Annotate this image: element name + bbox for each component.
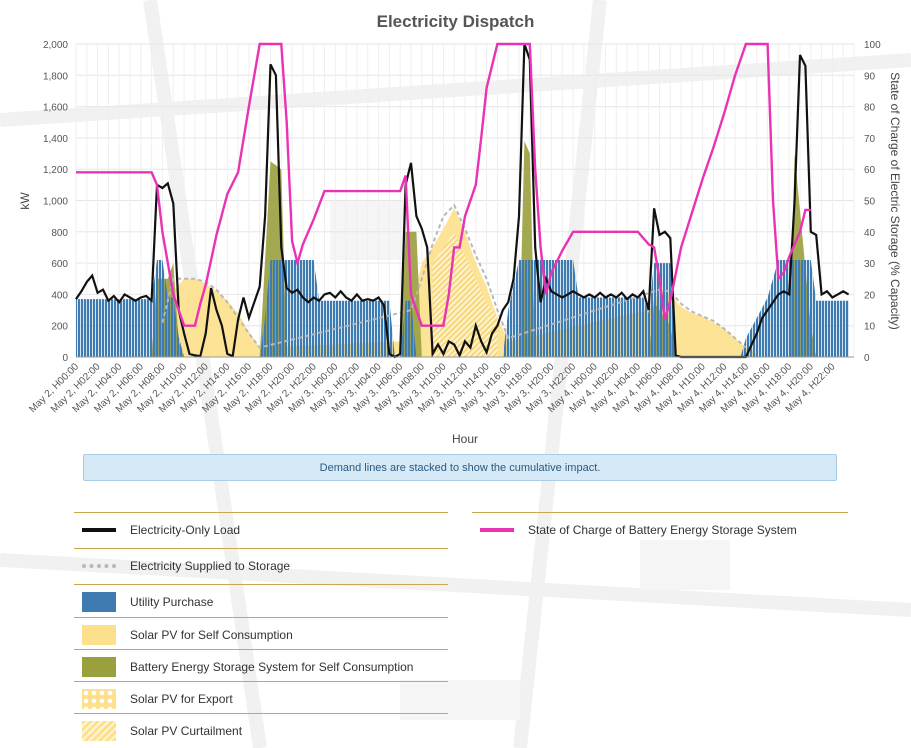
legend-export[interactable]: Solar PV for Export	[74, 681, 448, 716]
legend-curtail[interactable]: Solar PV Curtailment	[74, 713, 448, 748]
y2-tick-label: 100	[864, 40, 881, 51]
y-tick-label: 800	[51, 228, 68, 239]
legend-swatch-storage	[82, 564, 116, 568]
axes: 02004006008001,0001,2001,4001,6001,8002,…	[27, 40, 881, 415]
info-note: Demand lines are stacked to show the cum…	[83, 454, 837, 481]
chart-title: Electricity Dispatch	[376, 12, 535, 31]
y-tick-label: 200	[51, 322, 68, 333]
legend-label-soc: State of Charge of Battery Energy Storag…	[528, 523, 797, 537]
line-storage	[161, 203, 747, 349]
legend-swatch-battery	[82, 657, 116, 677]
legend-swatch-solar-self	[82, 625, 116, 645]
y2-tick-label: 10	[864, 322, 876, 333]
legend-label-curtail: Solar PV Curtailment	[130, 724, 243, 738]
areas	[76, 141, 849, 357]
y-tick-label: 1,800	[43, 71, 68, 82]
legend-label-storage: Electricity Supplied to Storage	[130, 559, 291, 573]
legend-label-solar-self: Solar PV for Self Consumption	[130, 628, 293, 642]
legend-swatch-soc	[480, 528, 514, 532]
y2-tick-label: 80	[864, 103, 876, 114]
legend-label-load: Electricity-Only Load	[130, 523, 241, 537]
legend-soc[interactable]: State of Charge of Battery Energy Storag…	[472, 512, 848, 547]
y2-tick-label: 0	[864, 353, 870, 364]
y-axis-label: kW	[18, 192, 32, 210]
y2-tick-label: 40	[864, 228, 876, 239]
y-tick-label: 0	[62, 353, 68, 364]
y2-axis-label: State of Charge of Electric Storage (% C…	[888, 72, 902, 329]
y-tick-label: 1,600	[43, 103, 68, 114]
y2-tick-label: 30	[864, 259, 876, 270]
legend-storage[interactable]: Electricity Supplied to Storage	[74, 548, 448, 583]
legend-solar-self[interactable]: Solar PV for Self Consumption	[74, 617, 448, 652]
line-soc	[76, 42, 811, 327]
y-tick-label: 1,400	[43, 134, 68, 145]
y2-tick-label: 60	[864, 165, 876, 176]
y-tick-label: 400	[51, 290, 68, 301]
y2-tick-label: 90	[864, 71, 876, 82]
y-tick-label: 1,000	[43, 197, 68, 208]
legend-swatch-curtail	[82, 721, 116, 741]
legend-swatch-load	[82, 528, 116, 532]
area-utility	[76, 260, 849, 357]
legend-swatch-utility	[82, 592, 116, 612]
legend-utility[interactable]: Utility Purchase	[74, 584, 448, 619]
x-axis-label: Hour	[452, 432, 478, 446]
chart-canvas: 02004006008001,0001,2001,4001,6001,8002,…	[18, 40, 902, 446]
y-tick-label: 2,000	[43, 40, 68, 51]
legend-label-export: Solar PV for Export	[130, 692, 233, 706]
legend-battery[interactable]: Battery Energy Storage System for Self C…	[74, 649, 448, 684]
y-tick-label: 600	[51, 259, 68, 270]
legend-label-battery: Battery Energy Storage System for Self C…	[130, 660, 414, 674]
y2-tick-label: 70	[864, 134, 876, 145]
legend-swatch-export	[82, 689, 116, 709]
area-solar-curtailment	[432, 231, 498, 357]
legend-load[interactable]: Electricity-Only Load	[74, 512, 448, 547]
y-tick-label: 1,200	[43, 165, 68, 176]
y2-tick-label: 20	[864, 290, 876, 301]
legend-label-utility: Utility Purchase	[130, 595, 214, 609]
y2-tick-label: 50	[864, 197, 876, 208]
